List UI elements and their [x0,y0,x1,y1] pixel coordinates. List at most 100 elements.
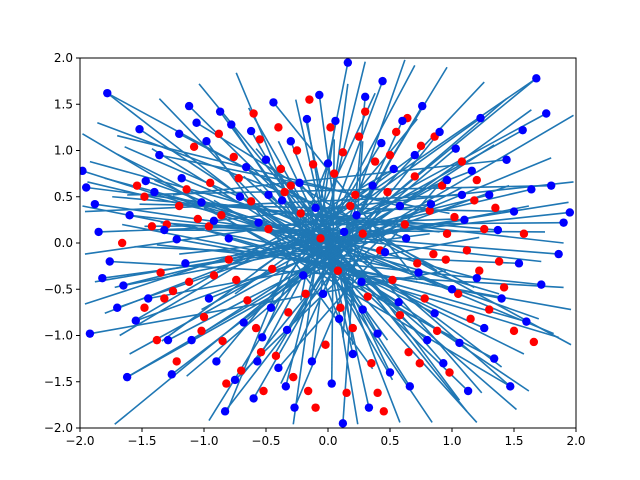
blue-data-point [167,370,176,379]
connector-segment [172,158,507,196]
blue-data-point [497,294,506,303]
red-data-point [280,187,289,197]
blue-data-point [246,126,256,136]
y-tick-label: 2.0 [54,51,73,65]
blue-data-point [395,201,405,211]
blue-data-point [172,235,181,244]
blue-data-point [122,372,132,382]
y-tick-label: 1.0 [54,144,73,158]
connector-segment [302,109,532,277]
red-data-point [358,229,367,238]
x-axis: −2.0 −1.5 −1.0 −0.5 0.0 0.5 1.0 1.5 2.0 [65,428,586,448]
connector-segment [116,153,435,315]
blue-data-point [389,164,398,174]
connector-segment [97,122,407,240]
connector-segment [191,144,495,341]
connector-segment [84,194,462,213]
blue-data-point [266,303,276,312]
red-data-point [249,109,258,118]
red-data-point [286,181,295,190]
red-data-point [480,224,489,234]
blue-data-point [514,259,524,268]
red-data-point [117,238,127,248]
blue-data-point [163,335,173,345]
red-data-point [132,181,142,190]
red-data-point [204,222,214,231]
blue-data-point [103,88,112,98]
blue-data-point [480,323,489,333]
connector-segment [114,77,537,425]
red-data-point [485,305,494,314]
blue-data-point [460,215,469,225]
red-data-point [420,294,429,303]
blue-data-point [282,325,292,335]
red-data-point [442,229,452,238]
blue-data-point [338,419,348,428]
connector-segment [84,214,357,305]
blue-data-point [94,227,103,237]
blue-data-point [131,316,140,325]
blue-data-point [192,118,201,127]
blue-data-point [281,382,291,391]
red-data-point [494,257,504,266]
connector-segment [89,160,345,233]
red-data-point [156,268,165,277]
red-data-point [370,157,380,166]
blue-data-point [187,335,196,345]
blue-data-point [380,248,390,257]
red-data-point [519,229,529,238]
red-data-point [383,187,392,197]
blue-data-point [334,314,344,324]
blue-series-layer [80,58,574,428]
connector-segment [267,194,518,411]
blue-data-point [378,76,387,86]
blue-data-point [435,127,444,137]
x-tick-label: −1.0 [189,434,218,448]
red-data-point [234,174,243,183]
red-data-point [348,323,357,333]
red-data-point [222,379,231,388]
blue-data-point [212,357,221,366]
blue-data-point [155,150,164,160]
connector-segment [311,83,349,362]
blue-data-point [518,125,527,135]
blue-data-point [559,218,568,227]
blue-data-point [398,116,407,126]
red-data-point [296,209,305,218]
blue-data-point [253,357,262,366]
blue-data-point [318,289,328,299]
blue-data-point [235,192,245,201]
blue-data-point [215,107,225,116]
blue-data-point [467,166,477,176]
blue-data-point [463,386,473,396]
connector-segment [272,101,418,281]
blue-data-point [447,285,457,294]
blue-data-point [358,305,367,314]
blue-data-point [343,58,353,67]
blue-data-point [502,155,511,164]
red-data-point [152,335,162,345]
blue-data-point [150,187,159,197]
blue-data-point [476,113,485,123]
blue-data-point [286,137,295,146]
blue-data-point [264,190,273,200]
blue-data-point [80,166,87,176]
blue-data-point [426,199,436,209]
connector-segment [82,133,511,388]
blue-data-point [239,318,248,327]
blue-data-point [315,90,324,100]
red-data-point [160,294,169,303]
x-tick-label: 1.5 [504,434,523,448]
blue-data-point [331,116,340,126]
blue-data-point [135,125,144,134]
red-data-point [218,336,227,346]
red-data-point [466,314,475,324]
red-data-point [326,123,335,132]
red-data-point [415,359,424,368]
blue-data-point [82,183,91,192]
blue-data-point [177,174,186,183]
blue-data-point [241,162,251,172]
red-data-point [509,326,519,336]
red-data-point [209,271,219,280]
blue-data-point [357,277,366,287]
